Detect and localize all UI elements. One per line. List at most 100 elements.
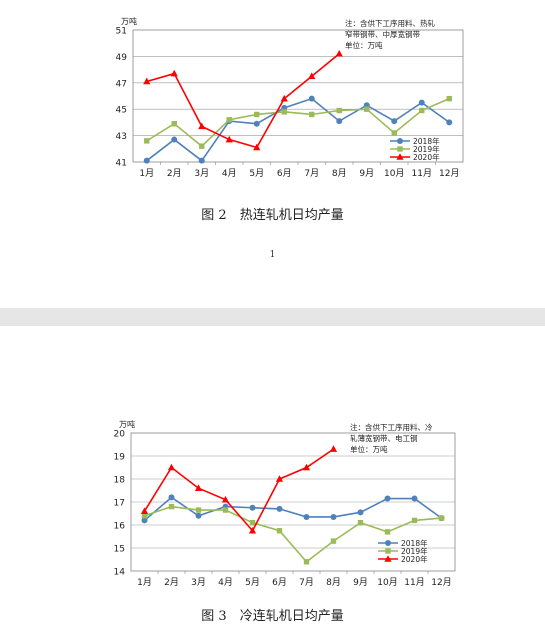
x-tick-label: 9月 <box>359 168 374 179</box>
y-tick-label: 51 <box>116 27 127 37</box>
data-point <box>143 157 150 164</box>
chart-note: 单位：万吨 <box>345 40 383 50</box>
x-tick-label: 4月 <box>218 577 233 588</box>
data-point <box>248 526 257 534</box>
x-tick-label: 12月 <box>439 168 459 179</box>
data-point <box>144 138 150 144</box>
data-point <box>275 475 284 482</box>
x-tick-label: 10月 <box>377 577 397 588</box>
chart-note: 注：含供下工序用料、冷 <box>350 422 433 432</box>
data-point <box>438 515 445 521</box>
y-tick-label: 14 <box>114 568 126 578</box>
data-point <box>418 99 425 106</box>
series-line <box>144 505 442 563</box>
legend-label: 2019年 <box>413 144 440 154</box>
data-point <box>391 130 397 136</box>
x-tick-label: 3月 <box>191 577 206 588</box>
data-point <box>308 95 315 102</box>
legend-marker <box>385 548 391 554</box>
chart-note: 单位：万吨 <box>350 444 388 454</box>
data-point <box>330 538 337 544</box>
series-line <box>143 496 442 522</box>
data-point <box>357 509 364 516</box>
data-point <box>198 122 206 130</box>
data-point <box>168 503 175 510</box>
data-point <box>357 520 364 526</box>
legend-marker <box>385 540 391 546</box>
data-point <box>302 463 311 471</box>
data-point <box>198 157 205 164</box>
data-point <box>276 528 283 534</box>
x-tick-label: 5月 <box>245 577 260 588</box>
data-point <box>170 69 178 77</box>
data-point <box>303 559 310 565</box>
chart-note: 轧薄宽钢带、电工钢 <box>350 433 418 443</box>
data-point <box>225 135 233 143</box>
data-point <box>249 504 256 511</box>
data-point <box>308 72 316 79</box>
y-tick-label: 47 <box>116 79 127 89</box>
data-point <box>140 507 149 514</box>
data-point <box>141 513 148 519</box>
data-point <box>249 520 256 526</box>
data-point <box>195 512 202 519</box>
y-tick-label: 49 <box>116 53 128 63</box>
hot-rolling-chart: 41 43 45 47 49 51 1月 2月 3月 4月 5月 6月 7月 8月 9月 10月 11月 12月 万… <box>116 16 464 179</box>
page-number: 1 <box>269 250 276 260</box>
x-tick-label: 7月 <box>304 168 319 179</box>
data-point <box>171 136 178 143</box>
data-point <box>336 118 343 125</box>
legend-marker <box>384 555 392 562</box>
data-point <box>281 109 287 115</box>
data-point <box>194 484 203 491</box>
data-point <box>171 121 177 127</box>
page-separator <box>0 308 545 326</box>
data-point <box>141 517 148 524</box>
y-tick-label: 20 <box>114 430 126 440</box>
x-tick-label: 9月 <box>353 577 368 588</box>
x-tick-label: 7月 <box>299 577 314 588</box>
data-point <box>199 143 205 149</box>
data-point <box>254 111 260 118</box>
chart-note: 注：含供下工序用料、热轧 <box>345 18 435 28</box>
x-tick-label: 10月 <box>384 168 404 179</box>
x-tick-label: 12月 <box>431 577 451 588</box>
legend-marker <box>397 138 403 144</box>
data-point <box>143 77 151 85</box>
data-point <box>364 106 370 112</box>
series-line <box>146 97 450 162</box>
y-tick-label: 15 <box>114 545 125 555</box>
x-tick-label: 5月 <box>249 168 264 179</box>
x-tick-label: 3月 <box>194 168 209 179</box>
data-point <box>419 107 425 114</box>
legend-label: 2018年 <box>413 136 440 146</box>
data-point <box>329 445 338 452</box>
data-point <box>276 505 283 512</box>
unit-label: 万吨 <box>119 419 135 429</box>
data-point <box>336 107 342 114</box>
legend-label: 2020年 <box>401 554 428 564</box>
legend-marker <box>396 153 404 160</box>
legend-label: 2019年 <box>401 546 428 556</box>
y-tick-label: 17 <box>114 499 125 509</box>
data-point <box>280 94 288 102</box>
series-line <box>146 53 340 149</box>
chart-caption: 图 2 热连轧机日均产量 <box>201 208 344 223</box>
data-point <box>384 529 391 535</box>
data-point <box>303 513 310 520</box>
cold-rolling-chart: 14 15 16 17 18 19 20 1月 2月 3月 4月 5月 6月 7月 8月 9月 10月 11月 12… <box>114 419 456 588</box>
y-tick-label: 16 <box>114 522 126 532</box>
data-point <box>226 117 232 123</box>
x-tick-label: 8月 <box>326 577 341 588</box>
x-tick-label: 1月 <box>137 577 152 588</box>
data-point <box>167 463 176 471</box>
y-tick-label: 43 <box>116 132 127 142</box>
x-tick-label: 2月 <box>164 577 179 588</box>
x-tick-label: 4月 <box>222 168 237 179</box>
data-point <box>391 118 398 125</box>
x-tick-label: 2月 <box>167 168 182 179</box>
data-point <box>168 494 175 501</box>
legend-marker <box>397 146 403 152</box>
data-point <box>195 507 202 513</box>
data-point <box>253 143 261 151</box>
